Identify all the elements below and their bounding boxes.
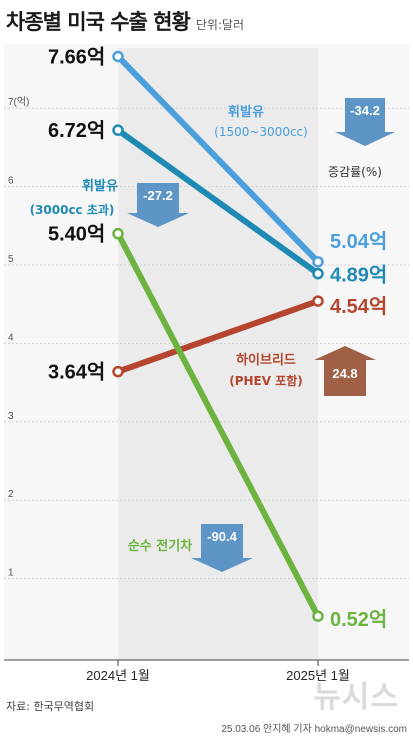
- change-value: -27.2: [143, 188, 173, 203]
- x-tick-label: 2024년 1월: [86, 668, 150, 683]
- series-annotation: (1500~3000cc): [214, 125, 308, 139]
- source-text: 자료: 한국무역협회: [6, 700, 95, 713]
- start-value-label: 5.40억: [48, 223, 105, 246]
- data-point: [112, 365, 124, 378]
- start-value-label: 3.64억: [48, 361, 105, 384]
- start-value-label: 7.66억: [48, 45, 105, 68]
- data-point: [112, 227, 124, 240]
- change-arrow-down: [335, 98, 395, 146]
- series-line: [115, 298, 321, 375]
- series-annotation: 하이브리드: [236, 352, 296, 368]
- newsis-logo: 뉴시스: [313, 680, 399, 715]
- chart-title: 차종별 미국 수출 현황: [6, 10, 191, 34]
- credit-text: 25.03.06 안지혜 기자 hokma@newsis.com: [221, 724, 407, 735]
- change-arrow-down: [191, 524, 253, 572]
- data-point: [312, 610, 324, 622]
- data-point: [312, 256, 324, 268]
- change-value: -90.4: [207, 529, 237, 544]
- change-value: -34.2: [350, 103, 380, 118]
- series-line: [115, 230, 321, 620]
- end-value-label: 4.89억: [330, 264, 387, 287]
- series-annotation: 휘발유: [82, 178, 118, 194]
- y-tick-label: 1: [8, 568, 14, 579]
- series-annotation: 순수 전기차: [128, 538, 192, 554]
- end-value-label: 4.54억: [330, 295, 387, 318]
- y-tick-label: 7(억): [8, 96, 29, 108]
- series-annotation: (PHEV 포함): [229, 373, 303, 388]
- title-row: 차종별 미국 수출 현황 단위:달러: [6, 6, 244, 40]
- end-value-label: 5.04억: [330, 230, 387, 253]
- change-arrow-up: [314, 346, 376, 396]
- change-legend: 증감률(%): [328, 165, 382, 179]
- series-annotation: (3000cc 초과): [30, 202, 115, 217]
- data-point: [312, 295, 324, 307]
- unit-label: 단위:달러: [195, 18, 245, 32]
- start-value-label: 6.72억: [48, 119, 105, 142]
- series-line: [115, 127, 321, 277]
- series-line: [115, 53, 321, 265]
- series-annotation: 휘발유: [228, 104, 264, 120]
- data-point: [312, 267, 324, 280]
- y-tick-label: 2: [8, 489, 14, 500]
- y-tick-label: 4: [8, 332, 14, 343]
- data-point: [112, 124, 124, 136]
- y-tick-label: 5: [8, 254, 14, 265]
- change-value: 24.8: [332, 366, 357, 381]
- end-value-label: 0.52억: [330, 608, 387, 631]
- data-point: [112, 50, 124, 63]
- y-tick-label: 6: [8, 176, 14, 187]
- y-tick-label: 3: [8, 411, 14, 422]
- x-tick-label: 2025년 1월: [286, 668, 350, 683]
- change-arrow-down: [127, 183, 189, 227]
